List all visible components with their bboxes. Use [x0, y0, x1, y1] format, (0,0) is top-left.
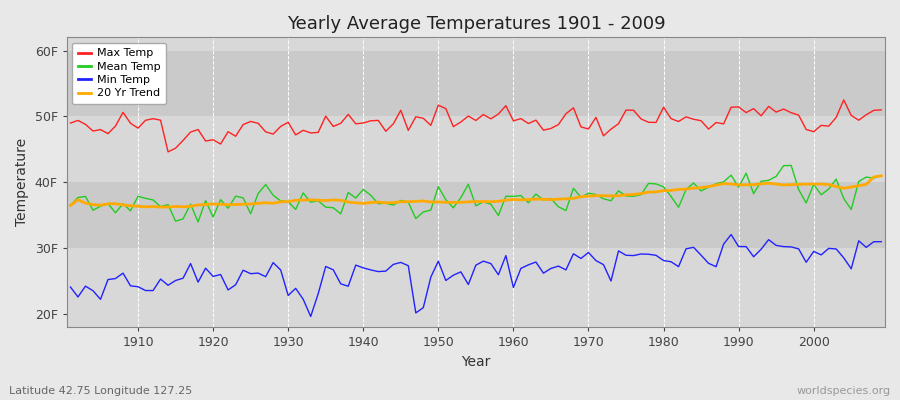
Bar: [67, 50, 885, 116]
Bar: [67, 37, 885, 50]
Bar: [67, 248, 885, 328]
Text: worldspecies.org: worldspecies.org: [796, 386, 891, 396]
Y-axis label: Temperature: Temperature: [15, 138, 29, 226]
Bar: [67, 182, 885, 248]
X-axis label: Year: Year: [461, 355, 491, 369]
Legend: Max Temp, Mean Temp, Min Temp, 20 Yr Trend: Max Temp, Mean Temp, Min Temp, 20 Yr Tre…: [72, 43, 166, 104]
Bar: [67, 116, 885, 182]
Text: Latitude 42.75 Longitude 127.25: Latitude 42.75 Longitude 127.25: [9, 386, 193, 396]
Title: Yearly Average Temperatures 1901 - 2009: Yearly Average Temperatures 1901 - 2009: [286, 15, 665, 33]
